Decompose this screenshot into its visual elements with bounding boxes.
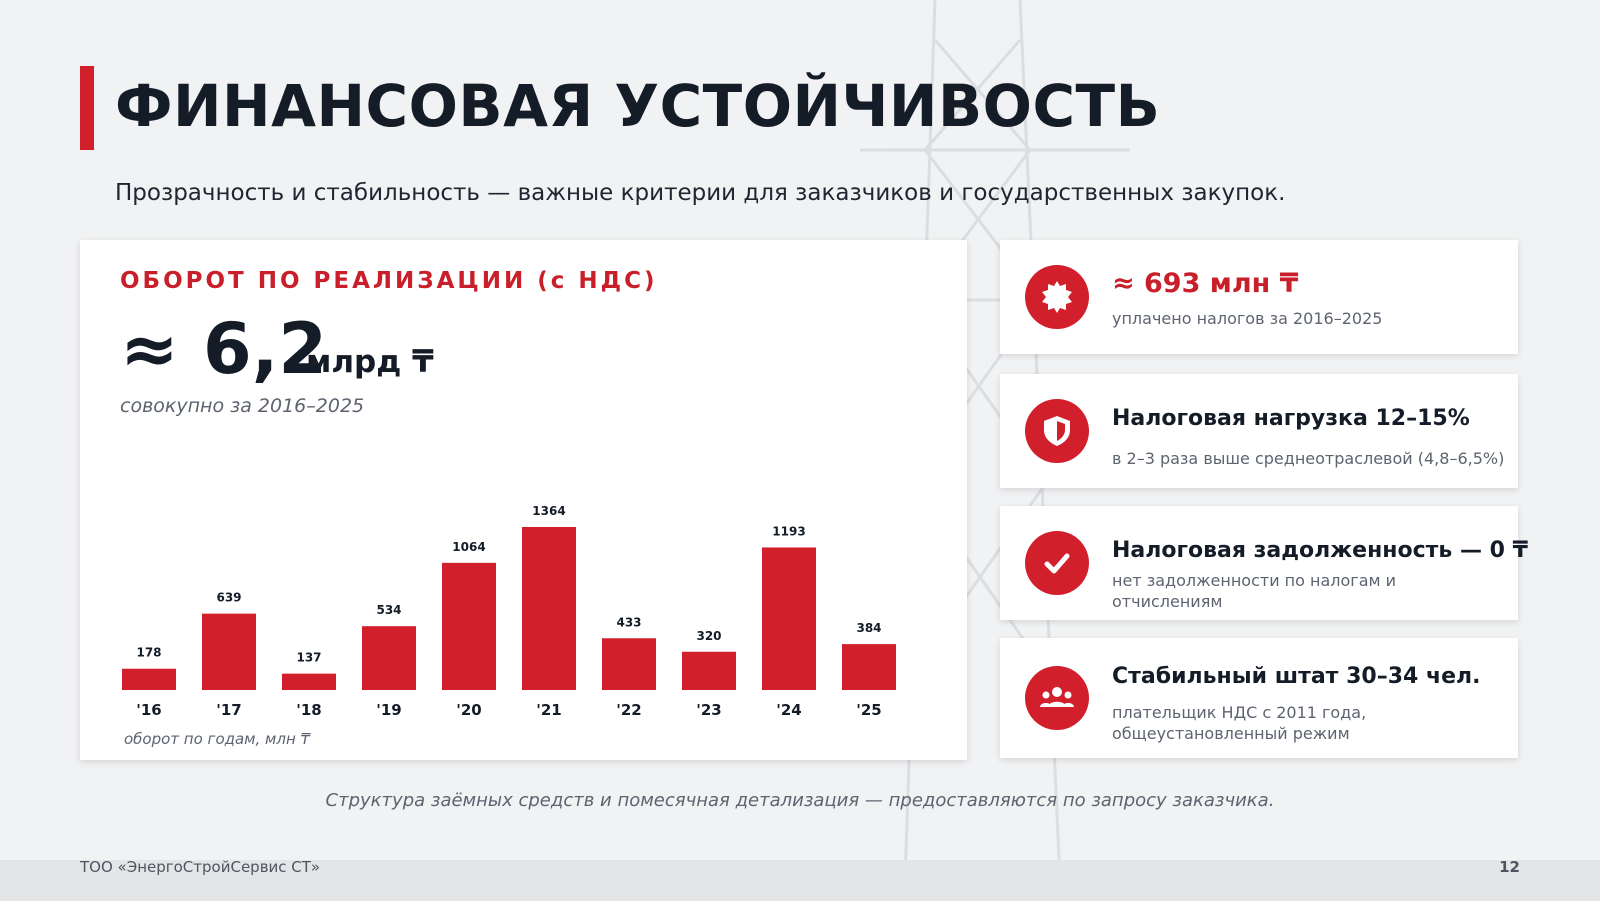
- side-card-text: плательщик НДС с 2011 года, общеустановл…: [1112, 703, 1367, 743]
- side-card-title: Налоговая задолженность — 0 ₸: [1112, 538, 1528, 563]
- bar-25: [842, 644, 896, 690]
- bar-23: [682, 651, 736, 690]
- x-tick-label: '21: [536, 701, 561, 719]
- side-card-text: в 2–3 раза выше среднеотраслевой (4,8–6,…: [1112, 449, 1505, 468]
- bar-18: [282, 673, 336, 690]
- chart-axis-label: оборот по годам, млн ₸: [124, 730, 311, 748]
- bar-24: [762, 547, 816, 690]
- turnover-bar-chart: 178 '16 639 '17 137 '18 534 '19 1064 '20 1364 '21 43…: [122, 504, 896, 719]
- bar-22: [602, 638, 656, 690]
- bar-20: [442, 562, 496, 690]
- side-card-taxes-paid: ≈ 693 млн ₸ уплачено налогов за 2016–202…: [1000, 240, 1518, 354]
- bar-16: [122, 668, 176, 690]
- badge-icon: [1025, 265, 1089, 329]
- bar-21: [522, 527, 576, 690]
- page-title: ФИНАНСОВАЯ УСТОЙЧИВОСТЬ: [115, 72, 1161, 140]
- side-card-tax-debt: Налоговая задолженность — 0 ₸ нет задолж…: [1000, 506, 1528, 620]
- page-number: 12: [1499, 858, 1520, 876]
- turnover-value: ≈ 6,2: [120, 308, 328, 390]
- x-tick-label: '18: [296, 701, 321, 719]
- x-tick-label: '16: [136, 701, 161, 719]
- x-tick-label: '25: [856, 701, 881, 719]
- side-card-title: Налоговая нагрузка 12–15%: [1112, 406, 1470, 431]
- x-tick-label: '20: [456, 701, 481, 719]
- footer-company: ТОО «ЭнергоСтройСервис СТ»: [80, 858, 321, 876]
- x-tick-label: '17: [216, 701, 241, 719]
- users-icon: [1025, 666, 1089, 730]
- turnover-heading: ОБОРОТ ПО РЕАЛИЗАЦИИ (с НДС): [120, 268, 658, 294]
- x-tick-label: '23: [696, 701, 721, 719]
- x-tick-label: '19: [376, 701, 401, 719]
- side-card-tax-burden: Налоговая нагрузка 12–15% в 2–3 раза выш…: [1000, 374, 1518, 488]
- bar-value-label: 137: [296, 651, 321, 665]
- side-card-staff: Стабильный штат 30–34 чел. плательщик НД…: [1000, 638, 1518, 758]
- x-tick-label: '22: [616, 701, 641, 719]
- bar-value-label: 639: [216, 591, 241, 605]
- turnover-note: совокупно за 2016–2025: [120, 395, 365, 417]
- bar-19: [362, 626, 416, 690]
- turnover-card: ОБОРОТ ПО РЕАЛИЗАЦИИ (с НДС) ≈ 6,2 млрд …: [80, 240, 967, 760]
- bottom-note: Структура заёмных средств и помесячная д…: [325, 790, 1275, 811]
- side-card-text: уплачено налогов за 2016–2025: [1112, 309, 1383, 328]
- bar-value-label: 534: [376, 603, 401, 617]
- turnover-unit: млрд ₸: [306, 344, 434, 380]
- bar-value-label: 1064: [452, 540, 485, 554]
- bar-value-label: 433: [616, 615, 641, 629]
- bar-value-label: 1364: [532, 504, 565, 518]
- side-card-title: Стабильный штат 30–34 чел.: [1112, 664, 1481, 689]
- bar-value-label: 178: [136, 646, 161, 660]
- side-card-title: ≈ 693 млн ₸: [1112, 268, 1299, 299]
- title-accent-bar: [80, 66, 94, 150]
- side-card-text: нет задолженности по налогам и отчислени…: [1112, 571, 1397, 611]
- x-tick-label: '24: [776, 701, 801, 719]
- check-icon: [1025, 531, 1089, 595]
- bar-value-label: 320: [696, 629, 721, 643]
- bar-value-label: 1193: [772, 524, 805, 538]
- shield-icon: [1025, 399, 1089, 463]
- bar-17: [202, 613, 256, 690]
- bar-value-label: 384: [856, 621, 881, 635]
- page-subtitle: Прозрачность и стабильность — важные кри…: [115, 180, 1286, 206]
